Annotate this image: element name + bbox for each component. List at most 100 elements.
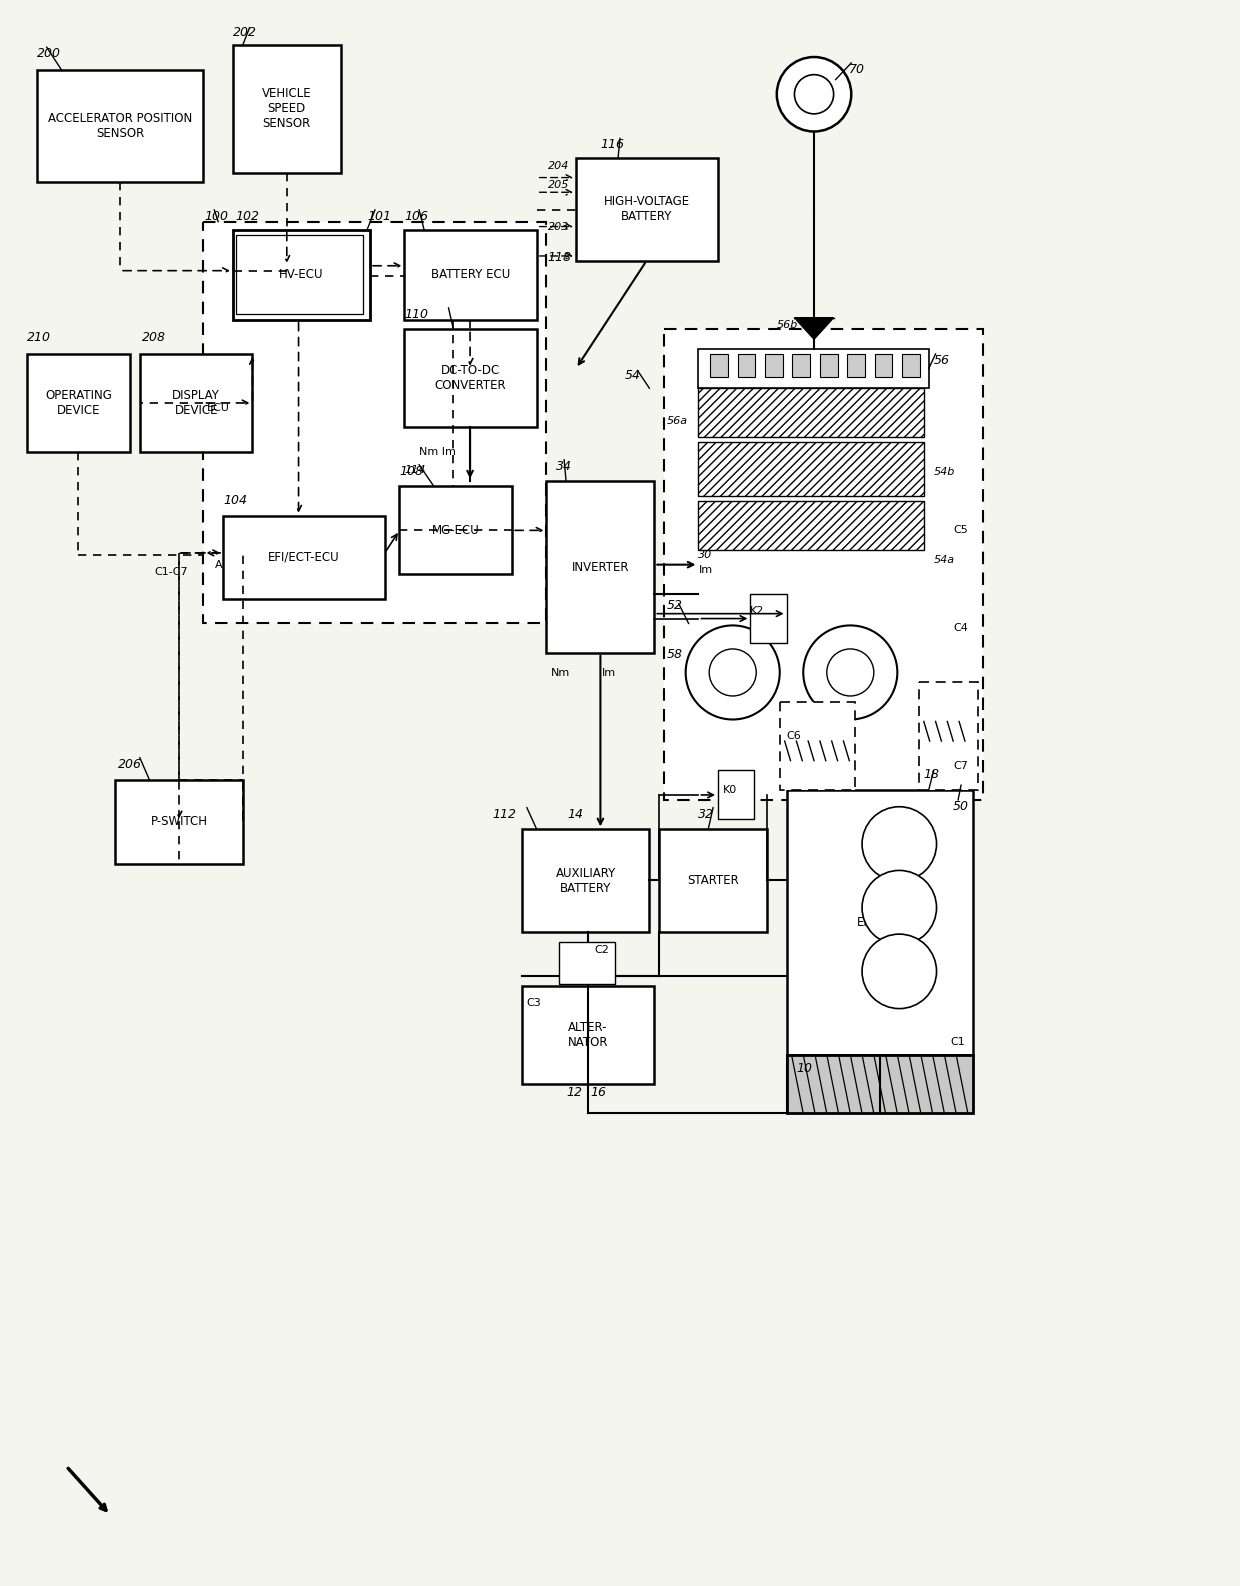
Bar — [547, 482, 655, 653]
Text: 204: 204 — [548, 160, 569, 171]
Text: HIGH-VOLTAGE
BATTERY: HIGH-VOLTAGE BATTERY — [604, 195, 689, 224]
Bar — [399, 487, 512, 574]
Text: Nm Im: Nm Im — [419, 447, 456, 457]
Circle shape — [686, 625, 780, 720]
Circle shape — [862, 807, 936, 882]
Text: OPERATING
DEVICE: OPERATING DEVICE — [45, 389, 112, 417]
Bar — [203, 222, 547, 623]
Bar — [404, 230, 537, 320]
Text: A: A — [216, 560, 223, 569]
Text: 32: 32 — [698, 807, 714, 820]
Bar — [223, 515, 384, 600]
Bar — [404, 330, 537, 428]
Text: 202: 202 — [233, 25, 257, 38]
Bar — [236, 235, 363, 314]
Bar — [903, 354, 920, 377]
Text: DC-TO-DC
CONVERTER: DC-TO-DC CONVERTER — [435, 365, 506, 392]
Text: 205: 205 — [548, 181, 569, 190]
Text: 18: 18 — [924, 769, 940, 782]
Text: 70: 70 — [849, 63, 866, 76]
Text: 50: 50 — [954, 799, 970, 814]
Bar — [575, 159, 718, 260]
Bar — [718, 771, 754, 820]
Bar — [37, 70, 203, 182]
Text: 54b: 54b — [934, 466, 955, 477]
Bar — [115, 780, 243, 863]
Text: C1-C7: C1-C7 — [155, 566, 188, 577]
Text: ACCELERATOR POSITION
SENSOR: ACCELERATOR POSITION SENSOR — [48, 113, 192, 140]
Bar — [780, 703, 856, 790]
Text: C1: C1 — [950, 1037, 965, 1047]
Bar — [765, 354, 782, 377]
Text: 108: 108 — [399, 465, 424, 477]
Text: 206: 206 — [118, 758, 143, 771]
Bar — [786, 1055, 973, 1113]
Text: P-SWITCH: P-SWITCH — [150, 815, 207, 828]
Text: 203: 203 — [548, 222, 569, 232]
Bar — [786, 790, 973, 1055]
Text: 56b: 56b — [776, 320, 799, 330]
Text: VEHICLE
SPEED
SENSOR: VEHICLE SPEED SENSOR — [262, 87, 311, 130]
Text: C3: C3 — [526, 998, 541, 1007]
Text: 106: 106 — [404, 209, 428, 224]
Bar — [919, 682, 977, 790]
Bar — [738, 354, 755, 377]
Text: 54: 54 — [625, 368, 641, 382]
Text: 210: 210 — [27, 331, 51, 344]
Text: 114: 114 — [404, 465, 425, 474]
Bar — [820, 354, 837, 377]
Bar — [750, 595, 786, 642]
Text: C4: C4 — [954, 623, 968, 633]
Text: HV-ECU: HV-ECU — [279, 268, 324, 281]
Text: BATTERY ECU: BATTERY ECU — [432, 268, 510, 281]
Bar — [792, 354, 810, 377]
Bar — [847, 354, 866, 377]
Circle shape — [795, 75, 833, 114]
Text: AUXILIARY
BATTERY: AUXILIARY BATTERY — [556, 866, 616, 895]
Text: 14: 14 — [567, 807, 583, 820]
Circle shape — [776, 57, 852, 132]
Text: 56a: 56a — [667, 416, 688, 425]
Bar — [660, 829, 768, 933]
Bar — [233, 46, 341, 173]
Text: MG-ECU: MG-ECU — [432, 523, 480, 536]
Text: 102: 102 — [236, 209, 260, 224]
Text: C2: C2 — [594, 945, 609, 955]
Bar — [698, 442, 924, 496]
Text: K0: K0 — [723, 785, 737, 795]
Text: 101: 101 — [367, 209, 391, 224]
Circle shape — [827, 649, 874, 696]
Text: 104: 104 — [223, 495, 247, 508]
Bar — [874, 354, 893, 377]
Text: Im: Im — [698, 565, 713, 574]
Polygon shape — [795, 317, 833, 339]
Bar — [522, 829, 650, 933]
Text: EFI/ECT-ECU: EFI/ECT-ECU — [268, 550, 340, 563]
Bar — [698, 501, 924, 550]
Bar — [522, 986, 655, 1085]
Bar — [665, 330, 982, 799]
Text: 58: 58 — [667, 649, 683, 661]
Text: 200: 200 — [37, 48, 61, 60]
Text: 56: 56 — [934, 354, 950, 366]
Text: K2: K2 — [750, 606, 765, 615]
Text: 100: 100 — [205, 209, 228, 224]
Circle shape — [709, 649, 756, 696]
Bar — [233, 230, 370, 320]
Text: C5: C5 — [954, 525, 968, 536]
Bar — [698, 389, 924, 438]
Text: C7: C7 — [954, 761, 968, 771]
Text: INVERTER: INVERTER — [572, 560, 629, 574]
Circle shape — [862, 871, 936, 945]
Circle shape — [862, 934, 936, 1009]
Text: C6: C6 — [786, 731, 801, 741]
Text: ECU: ECU — [206, 403, 229, 412]
Text: STARTER: STARTER — [687, 874, 739, 887]
Text: 16: 16 — [590, 1086, 606, 1099]
Bar — [140, 354, 253, 452]
Text: 112: 112 — [492, 807, 517, 820]
Text: 54a: 54a — [934, 555, 955, 565]
Text: 34: 34 — [557, 460, 573, 473]
Bar — [698, 349, 929, 389]
Text: 30: 30 — [698, 550, 713, 560]
